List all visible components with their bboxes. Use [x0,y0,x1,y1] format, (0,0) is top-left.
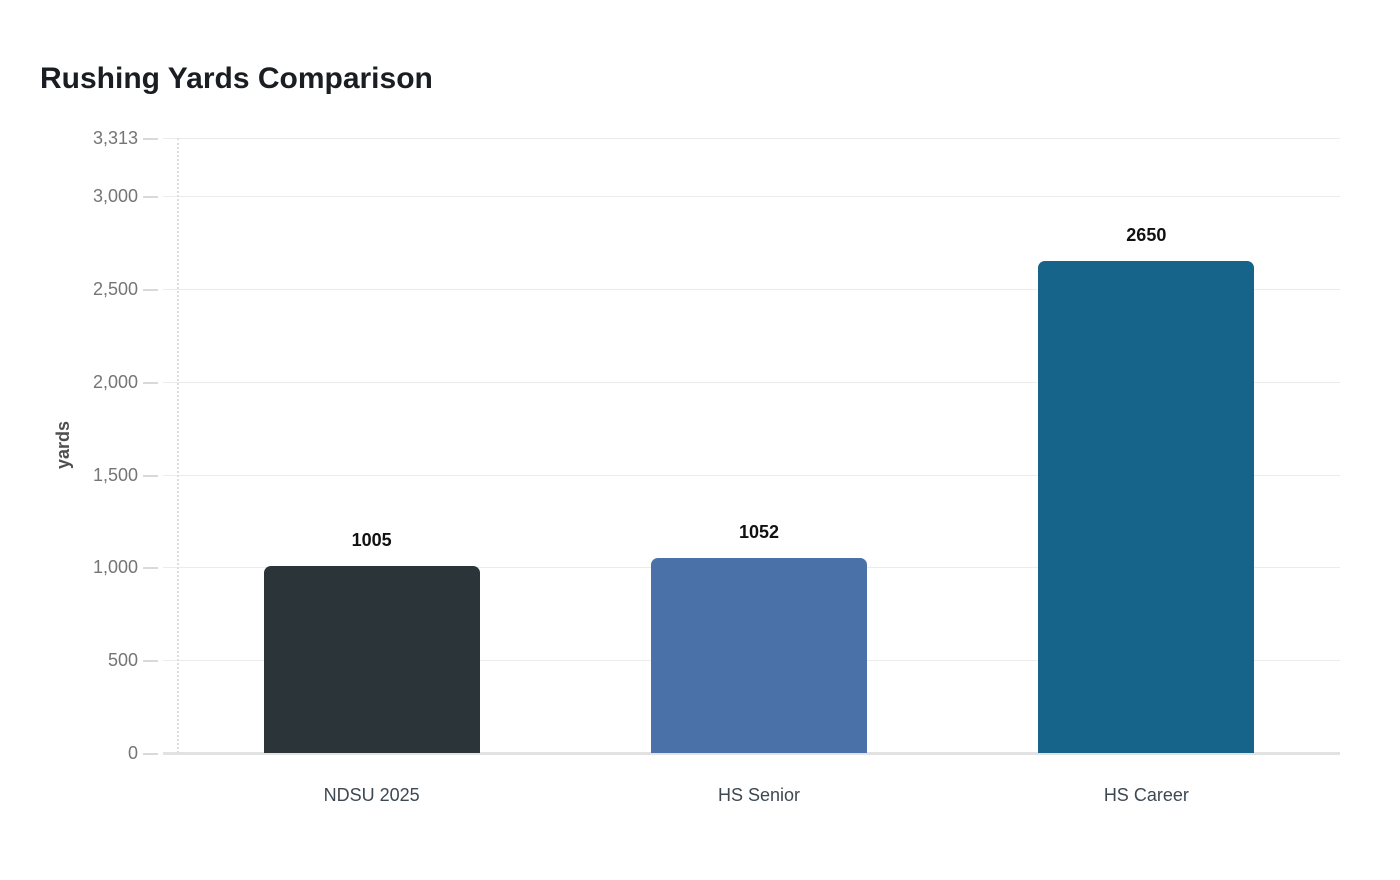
x-category-label: NDSU 2025 [323,785,420,805]
y-tick-mark [143,474,158,477]
y-tick-label: 3,000 [92,186,138,207]
gridline [163,196,1340,198]
gridline [163,381,1340,383]
y-tick-mark [143,196,158,199]
gridline [163,138,1340,139]
chart-title: Rushing Yards Comparison [40,62,433,95]
bar-hs-senior [651,557,867,753]
y-tick-mark [143,138,158,140]
y-axis-line [177,138,179,753]
y-tick-label: 3,313 [92,128,138,148]
bar-value-label: 2650 [1126,225,1167,246]
x-axis-line [163,752,1340,755]
bar-value-label: 1052 [738,521,780,542]
y-tick-label: 1,000 [92,557,138,578]
y-tick-label: 1,500 [92,464,138,485]
y-tick-mark [143,660,158,663]
x-category-label: HS Career [1103,785,1189,805]
y-tick-mark [143,288,158,291]
y-tick-mark [143,567,158,570]
gridline [163,474,1340,476]
y-tick-mark [143,753,158,755]
y-tick-label: 2,500 [92,278,138,299]
bar-value-label: 1005 [351,530,392,551]
y-tick-label: 0 [127,743,138,763]
y-tick-label: 2,000 [92,371,138,392]
bar-ndsu-2025 [263,566,480,753]
gridline [163,288,1340,290]
bar-hs-career [1038,261,1255,753]
x-category-label: HS Senior [717,785,801,805]
y-tick-mark [143,381,158,384]
y-tick-label: 500 [107,650,138,671]
